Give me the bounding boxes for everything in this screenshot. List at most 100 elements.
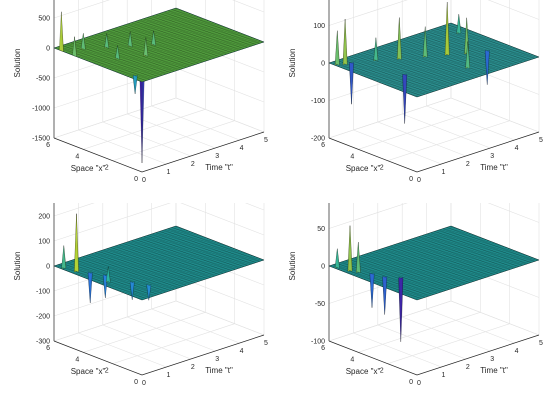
surface-spike (402, 73, 408, 124)
z-tick-label: -100 (311, 339, 325, 346)
t-axis-label: Time "t" (205, 163, 233, 172)
surface-plot-1: -1500-1000-500050010000123450246Time "t"… (0, 0, 275, 202)
t-tick-label: 5 (539, 137, 543, 144)
x-axis-label: Space "x" (71, 164, 106, 173)
t-tick-label: 3 (490, 153, 494, 160)
surface-spike (369, 272, 375, 308)
t-tick-label: 2 (466, 364, 470, 371)
x-tick-label: 6 (321, 345, 325, 352)
surface-spike (347, 225, 353, 272)
x-tick-label: 4 (350, 153, 354, 160)
surface-spike (422, 26, 428, 58)
surface-plot-3: -300-200-10001002003000123450246Time "t"… (0, 203, 275, 405)
surface-spike (151, 30, 157, 46)
z-tick-label: -200 (311, 136, 325, 143)
z-axis-label: Solution (13, 49, 22, 78)
t-tick-label: 5 (539, 340, 543, 347)
z-axis-label: Solution (288, 252, 297, 281)
surface-spike (104, 33, 110, 49)
x-tick-label: 0 (134, 176, 138, 183)
x-tick-label: 6 (46, 142, 50, 149)
x-tick-label: 2 (105, 368, 109, 375)
t-tick-label: 4 (515, 145, 519, 152)
t-tick-label: 4 (515, 348, 519, 355)
z-tick-label: -50 (315, 301, 325, 308)
t-tick-label: 3 (215, 153, 219, 160)
z-tick-label: 50 (317, 226, 325, 233)
z-tick-label: -100 (36, 289, 50, 296)
t-tick-label: 2 (191, 364, 195, 371)
axis-lines (53, 0, 265, 173)
surface-spike (342, 18, 348, 66)
t-tick-label: 2 (191, 161, 195, 168)
z-tick-label: 0 (321, 61, 325, 68)
surface-spike (143, 37, 149, 57)
t-tick-label: 0 (142, 177, 146, 184)
z-tick-label: -200 (36, 314, 50, 321)
x-tick-label: 4 (75, 356, 79, 363)
z-tick-label: -300 (36, 339, 50, 346)
surface-spike (382, 276, 388, 315)
z-tick-label: 200 (38, 214, 50, 221)
t-tick-label: 0 (417, 177, 421, 184)
x-axis-label: Space "x" (346, 164, 381, 173)
surface-plane (328, 22, 540, 98)
surface-spike (334, 30, 340, 66)
surface-spike (456, 14, 462, 35)
t-tick-label: 1 (441, 169, 445, 176)
t-tick-label: 4 (240, 348, 244, 355)
z-tick-label: 500 (38, 16, 50, 23)
t-tick-label: 4 (240, 145, 244, 152)
surface-plane (328, 225, 540, 301)
surface-spike (355, 242, 361, 274)
z-axis-label: Solution (13, 252, 22, 281)
x-tick-label: 0 (409, 176, 413, 183)
surface-spike (59, 11, 64, 52)
surface-spike (349, 61, 354, 105)
z-axis-label: Solution (288, 49, 297, 78)
surface-spike (139, 80, 145, 164)
z-tick-label: 0 (46, 46, 50, 53)
surface-spike (127, 31, 133, 48)
surface-spike (484, 49, 490, 85)
surface-spike (398, 277, 404, 342)
surface-spike (115, 45, 120, 60)
z-tick-label: -1000 (32, 106, 50, 113)
t-tick-label: 2 (466, 161, 470, 168)
x-tick-label: 2 (380, 368, 384, 375)
x-tick-label: 2 (105, 165, 109, 172)
z-tick-label: 100 (38, 239, 50, 246)
z-tick-label: 100 (313, 23, 325, 30)
t-tick-label: 1 (441, 372, 445, 379)
x-tick-label: 4 (350, 356, 354, 363)
surface-spike (396, 17, 402, 60)
x-tick-label: 2 (380, 165, 384, 172)
surface-spike (146, 284, 152, 301)
t-tick-label: 0 (142, 380, 146, 387)
t-tick-label: 3 (490, 356, 494, 363)
t-axis-label: Time "t" (480, 163, 508, 172)
t-tick-label: 3 (215, 356, 219, 363)
t-axis-label: Time "t" (480, 366, 508, 375)
t-tick-label: 5 (264, 137, 268, 144)
z-tick-label: 0 (321, 264, 325, 271)
surface-spike (444, 2, 450, 56)
surface-spike (87, 271, 93, 304)
surface-spike (72, 36, 77, 58)
surface-spike (80, 33, 86, 51)
x-tick-label: 0 (409, 379, 413, 386)
x-tick-label: 0 (134, 379, 138, 386)
t-axis-label: Time "t" (205, 366, 233, 375)
surface-plot-4: -100-500501000123450246Time "t"Space "x"… (275, 203, 550, 405)
surface-spike (465, 41, 471, 69)
x-tick-label: 4 (75, 153, 79, 160)
t-tick-label: 1 (166, 169, 170, 176)
x-axis-label: Space "x" (71, 367, 106, 376)
surface-mesh (328, 225, 540, 301)
x-tick-label: 6 (46, 345, 50, 352)
surface-spike (132, 74, 138, 94)
surface-spike (334, 248, 340, 269)
t-tick-label: 1 (166, 372, 170, 379)
x-tick-label: 6 (321, 142, 325, 149)
